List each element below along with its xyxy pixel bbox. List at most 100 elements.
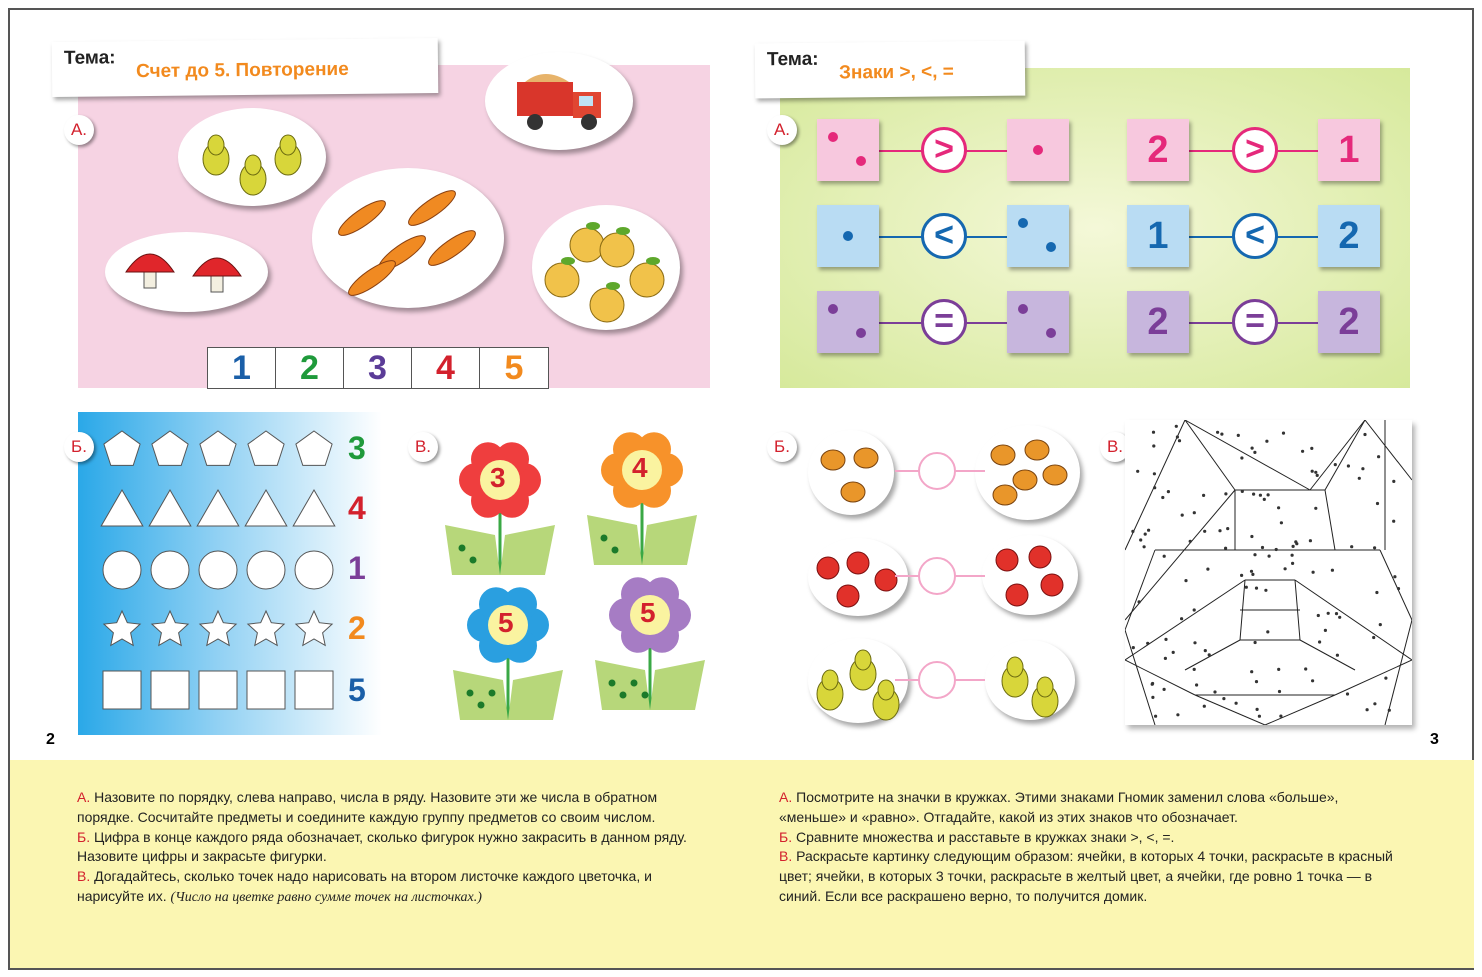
mosaic-bg [1125,420,1412,725]
mosaic-dot [1131,646,1135,650]
star-shape[interactable] [198,609,238,647]
mosaic-dot [1267,554,1271,558]
answer-circle-row[interactable] [895,661,985,699]
tomato-icon [1040,573,1064,597]
square-shape[interactable] [246,670,286,710]
triangle-shape[interactable] [148,489,192,527]
mosaic-line [1299,639,1356,671]
leaf-left [445,525,500,575]
dot-box [817,291,879,353]
mosaic-dot [1314,506,1318,510]
comparison-sign: = [1232,299,1278,345]
circle-shape[interactable] [198,550,238,590]
apple-icon [569,227,605,263]
pentagon-shape[interactable] [199,430,237,466]
star-shape[interactable] [102,609,142,647]
tomato-icon [816,556,840,580]
number-cell[interactable]: 5 [504,349,524,387]
mosaic-dot [1255,707,1259,711]
triangle-shape[interactable] [196,489,240,527]
instruction-v: Догадайтесь, сколько точек надо нарисова… [77,868,652,904]
answer-circle-row[interactable] [895,557,985,595]
leaf-dot [488,689,496,697]
circle-shape[interactable] [150,550,190,590]
dot-box [1007,119,1069,181]
flower-number: 5 [640,597,656,628]
leaf [586,222,600,230]
mosaic-dot [1195,683,1199,687]
mosaic-line [1125,579,1246,661]
pentagon-shape[interactable] [295,430,333,466]
circle-shape[interactable] [294,550,334,590]
square-shape[interactable] [198,670,238,710]
circle-shape[interactable] [102,550,142,590]
mosaic-dot [1203,529,1207,533]
mosaic-house-picture[interactable] [1125,420,1412,725]
onion-icon [990,444,1016,466]
dot-box [817,119,879,181]
carrots-group [312,168,504,308]
triangle-shape[interactable] [100,489,144,527]
pentagon-shape[interactable] [151,430,189,466]
pear-top [821,669,839,691]
number-box: 2 [1127,119,1189,181]
mosaic-line [1384,619,1412,725]
star-shape[interactable] [246,609,286,647]
triangle-shape[interactable] [244,489,288,527]
number-cell[interactable]: 3 [344,348,412,388]
mosaic-line [1264,694,1336,725]
flower-center [488,605,528,645]
flower-number: 5 [498,607,514,638]
leaf-right[interactable] [500,525,555,575]
square-shape[interactable] [150,670,190,710]
mosaic-dot [1224,546,1228,550]
mosaic-dot [1274,547,1278,552]
mosaic-dot [1202,704,1206,708]
mosaic-dot [1253,450,1257,454]
mosaic-dot [1136,469,1140,473]
square-shape[interactable] [294,670,334,710]
mosaic-dot [1301,449,1305,453]
leaf-right[interactable] [650,660,705,710]
number-cell[interactable]: 1 [208,348,276,388]
topic-label: Тема: [63,47,116,69]
number-cell[interactable]: 2 [276,348,344,388]
answer-circles [895,452,985,699]
pear-top [207,134,225,156]
number-cell[interactable]: 4 [412,348,480,388]
apple-icon [629,262,665,298]
triangle-shape[interactable] [292,489,336,527]
number-box: 2 [1318,205,1380,267]
answer-circle-row[interactable] [895,452,985,490]
mosaic-dot [1162,687,1166,691]
dot-box [1007,291,1069,353]
mosaic-dot [1266,630,1270,634]
pentagon-shape[interactable] [247,430,285,466]
mosaic-dot [1387,708,1391,712]
mosaic-dot [1207,653,1211,657]
mosaic-dot [1152,444,1156,448]
mosaic-dot [1234,701,1238,705]
star-shape[interactable] [294,609,334,647]
mosaic-dot [1164,637,1168,641]
onion-icon [1012,469,1038,491]
mosaic-dot [1147,528,1151,532]
mosaic-dot [1291,544,1295,548]
mosaic-dot [1151,695,1155,699]
mosaic-dot [1277,667,1281,671]
topic-label: Тема: [766,48,819,71]
mosaic-dot [1240,573,1244,577]
pears-left [808,638,908,723]
mosaic-dot [1318,640,1322,644]
leaf-right[interactable] [642,515,697,565]
leaf-right[interactable] [508,670,563,720]
pentagon-shape[interactable] [103,430,141,466]
pears-right [985,640,1075,720]
leaf-left [587,515,642,565]
dot [828,304,838,314]
star-shape[interactable] [150,609,190,647]
mosaic-dot [1142,545,1146,549]
circle-shape[interactable] [246,550,286,590]
mosaic-dot [1131,529,1135,533]
square-shape[interactable] [102,670,142,710]
